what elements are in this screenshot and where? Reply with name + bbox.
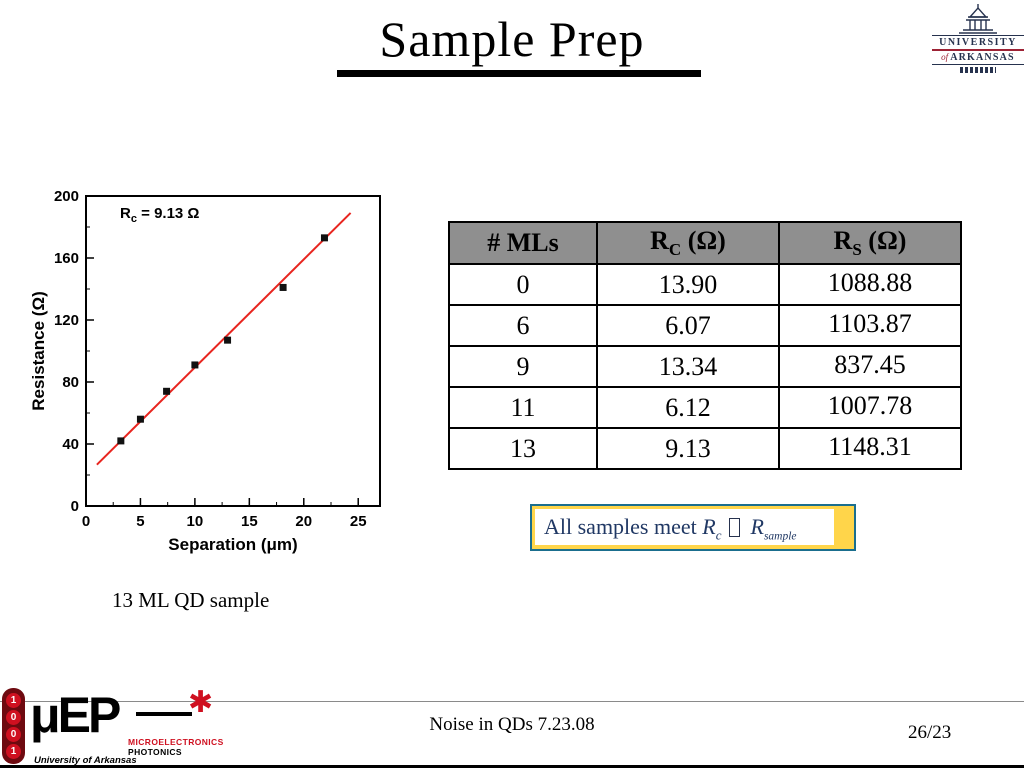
footer-title: Noise in QDs 7.23.08 bbox=[429, 714, 595, 735]
cell-rc: 6.07 bbox=[596, 304, 780, 347]
binary-badge: 0 bbox=[6, 727, 21, 742]
table-row: 9 13.34 837.45 bbox=[448, 345, 962, 388]
cell-rs: 1148.31 bbox=[778, 427, 962, 470]
svg-text:Rc = 9.13 Ω: Rc = 9.13 Ω bbox=[120, 205, 199, 225]
cell-rc: 6.12 bbox=[596, 386, 780, 429]
resistance-table: # MLs RC (Ω) RS (Ω) 0 13.90 1088.88 6 6.… bbox=[448, 221, 962, 470]
page-number: 26/23 bbox=[908, 722, 952, 743]
table-row: 0 13.90 1088.88 bbox=[448, 263, 962, 306]
col-header-rs: RS (Ω) bbox=[778, 221, 962, 265]
tlm-scatter-chart: 0 5 10 15 20 25 0 40 80 120 160 200 Rc = 9.13 Ω Separ… bbox=[29, 188, 381, 554]
rc-base: R bbox=[650, 225, 669, 255]
svg-text:120: 120 bbox=[54, 312, 79, 329]
cell-mls: 11 bbox=[448, 386, 598, 429]
rc-subscript: C bbox=[668, 240, 682, 260]
rs-unit: (Ω) bbox=[861, 226, 907, 255]
figure-caption: 13 ML QD sample bbox=[112, 588, 270, 612]
svg-text:5: 5 bbox=[136, 513, 144, 530]
page-title: Sample Prep bbox=[379, 11, 645, 67]
col-header-mls: # MLs bbox=[448, 221, 598, 265]
cell-rs: 1088.88 bbox=[778, 263, 962, 306]
rs-subscript: S bbox=[852, 240, 862, 260]
svg-text:Resistance (Ω): Resistance (Ω) bbox=[29, 291, 48, 410]
callout-prefix: All samples meet bbox=[544, 514, 703, 539]
university-logo-line1: UNIVERSITY bbox=[932, 35, 1024, 51]
callout-box: All samples meet Rc Rsample bbox=[530, 504, 856, 551]
cell-rs: 837.45 bbox=[778, 345, 962, 388]
svg-text:40: 40 bbox=[62, 436, 79, 453]
svg-text:200: 200 bbox=[54, 188, 79, 205]
missing-glyph-box bbox=[729, 518, 741, 537]
table-row: 11 6.12 1007.78 bbox=[448, 386, 962, 429]
svg-text:15: 15 bbox=[241, 513, 258, 530]
university-logo-ornament bbox=[960, 67, 996, 73]
rc-variable-base: R bbox=[702, 514, 716, 539]
svg-text:20: 20 bbox=[295, 513, 312, 530]
svg-text:Separation (μm): Separation (μm) bbox=[168, 535, 297, 554]
university-logo-of: of bbox=[941, 52, 949, 62]
footer-divider bbox=[0, 701, 1024, 702]
binary-badge: 1 bbox=[6, 744, 21, 759]
university-logo-arkansas: ARKANSAS bbox=[950, 52, 1015, 63]
cell-rc: 13.34 bbox=[596, 345, 780, 388]
cell-rc: 9.13 bbox=[596, 427, 780, 470]
rsample-variable-base: R bbox=[750, 514, 764, 539]
rsample-variable-sub: sample bbox=[763, 530, 797, 543]
cell-mls: 9 bbox=[448, 345, 598, 388]
rc-unit: (Ω) bbox=[681, 225, 726, 255]
svg-text:10: 10 bbox=[187, 513, 204, 530]
microep-dash bbox=[136, 712, 192, 716]
callout-background bbox=[535, 509, 834, 545]
tlm-figure: 0 5 10 15 20 25 0 40 80 120 160 200 Rc = 9.13 Ω Separ… bbox=[28, 166, 396, 562]
binary-strip-icon: 1 0 0 1 bbox=[2, 688, 25, 764]
cell-rc: 13.90 bbox=[596, 263, 780, 306]
old-main-tower-icon bbox=[959, 4, 997, 34]
cell-rs: 1007.78 bbox=[778, 386, 962, 429]
cell-mls: 0 bbox=[448, 263, 598, 306]
svg-text:0: 0 bbox=[71, 498, 79, 515]
svg-text:25: 25 bbox=[350, 513, 367, 530]
rs-base: R bbox=[833, 226, 853, 255]
rc-variable: Rc bbox=[702, 514, 722, 543]
title-underline bbox=[337, 70, 701, 77]
svg-text:80: 80 bbox=[62, 374, 79, 391]
cell-mls: 6 bbox=[448, 304, 598, 347]
callout-text: All samples meet Rc Rsample bbox=[532, 506, 854, 543]
microep-line-microelectronics: MICROELECTRONICS bbox=[128, 737, 224, 747]
microep-logo: 1 0 0 1 μEP ✱ MICROELECTRONICS PHOTONICS… bbox=[0, 688, 240, 766]
starburst-icon: ✱ bbox=[188, 686, 214, 719]
table-header-row: # MLs RC (Ω) RS (Ω) bbox=[448, 221, 962, 265]
cell-rs: 1103.87 bbox=[778, 304, 962, 347]
microep-line-photonics: PHOTONICS bbox=[128, 747, 182, 757]
table-row: 6 6.07 1103.87 bbox=[448, 304, 962, 347]
col-header-mls-label: # MLs bbox=[487, 228, 559, 257]
table-row: 13 9.13 1148.31 bbox=[448, 427, 962, 470]
col-header-rc: RC (Ω) bbox=[596, 221, 780, 265]
university-logo-line2: of ARKANSAS bbox=[932, 51, 1024, 65]
rc-variable-sub: c bbox=[715, 527, 722, 543]
binary-badge: 1 bbox=[6, 693, 21, 708]
university-logo: UNIVERSITY of ARKANSAS bbox=[932, 4, 1024, 73]
svg-text:160: 160 bbox=[54, 250, 79, 267]
microep-wordmark: μEP bbox=[30, 687, 121, 743]
bottom-edge-bar bbox=[0, 765, 1024, 768]
rsample-variable: Rsample bbox=[750, 514, 797, 543]
svg-text:0: 0 bbox=[82, 513, 90, 530]
microep-line-university: University of Arkansas bbox=[34, 755, 137, 766]
binary-badge: 0 bbox=[6, 710, 21, 725]
cell-mls: 13 bbox=[448, 427, 598, 470]
